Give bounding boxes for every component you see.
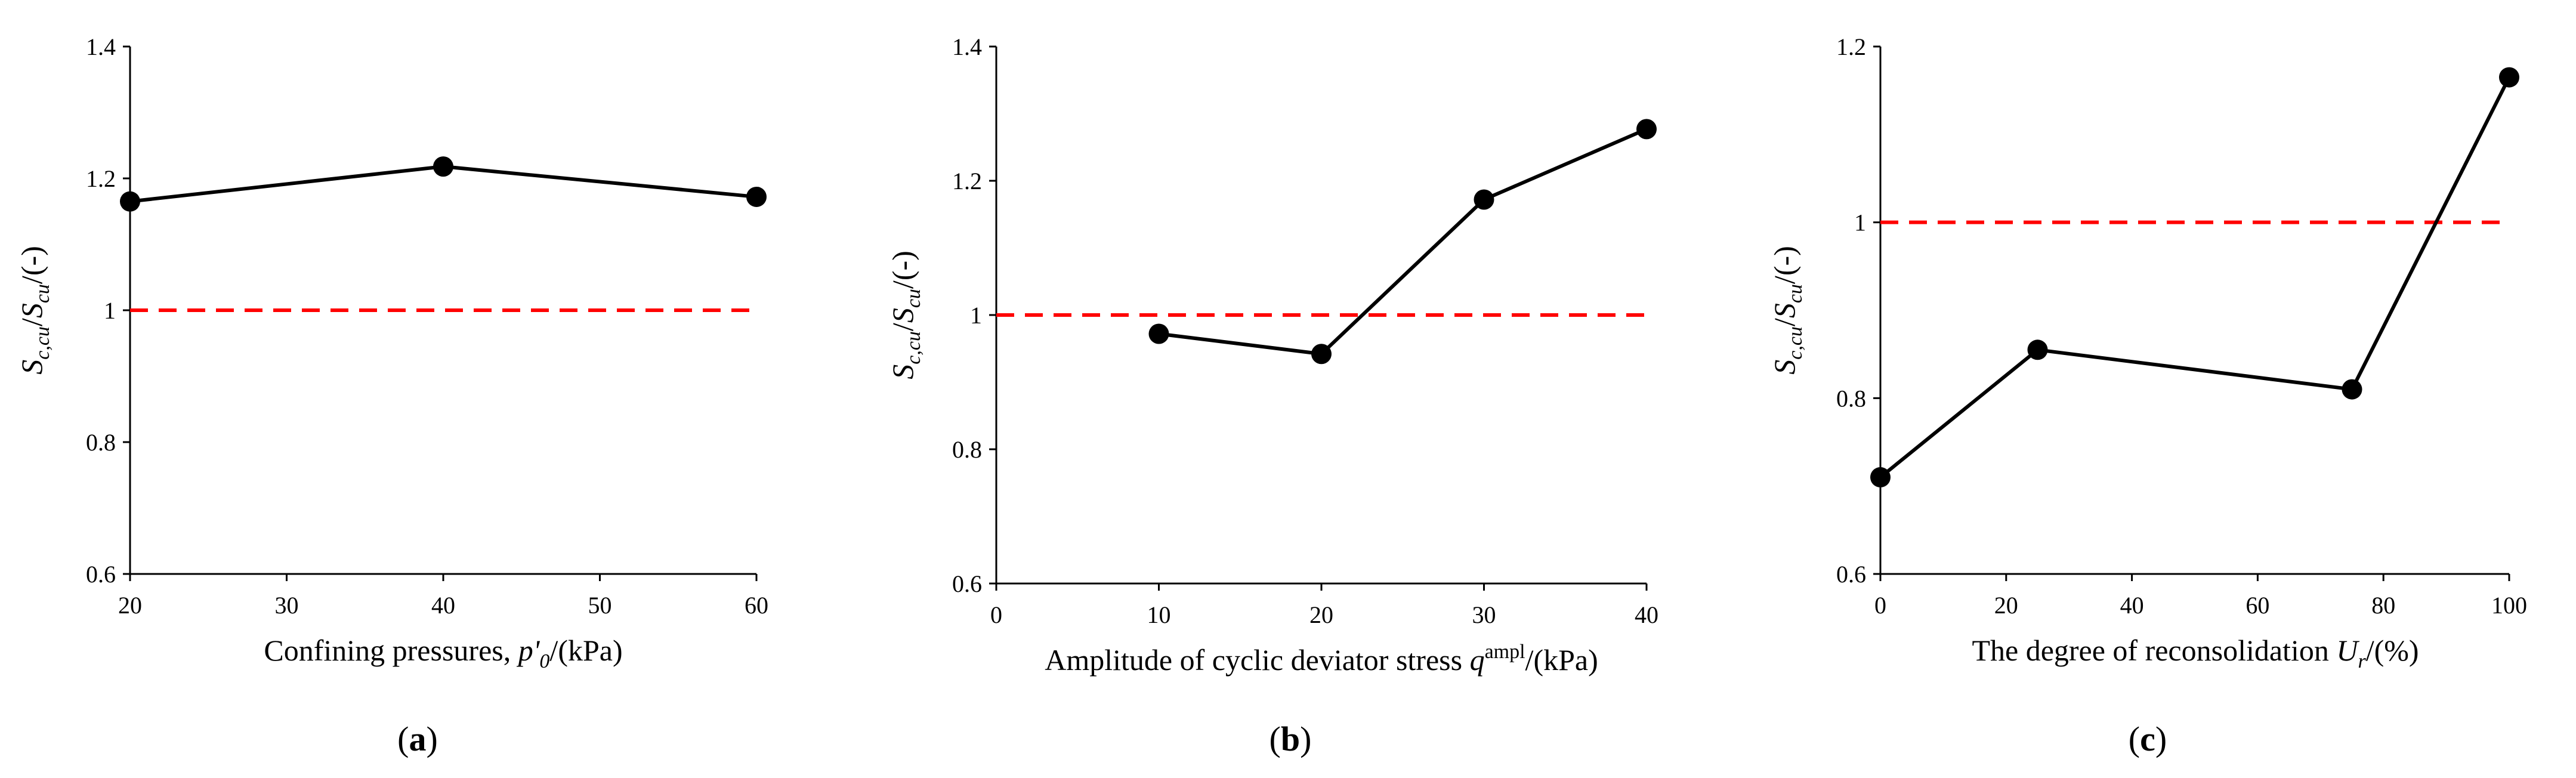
y-tick-label: 0.8	[952, 436, 982, 463]
y-tick-label: 0.6	[1836, 561, 1866, 588]
x-tick-label: 20	[1309, 601, 1333, 628]
y-tick-label: 1	[104, 297, 116, 324]
x-tick-label: 30	[275, 592, 299, 619]
x-tick-label: 50	[588, 592, 612, 619]
y-tick-label: 1.2	[1836, 33, 1866, 60]
panel-caption: (b)	[1270, 720, 1312, 758]
data-point	[1870, 467, 1891, 487]
y-tick-label: 1.4	[952, 33, 982, 60]
chart-panel-b: 0.6 0.8 1 1.2 1.4 0 10 20 30 40 Amplitude of cycli…	[886, 33, 1658, 758]
x-tick-label: 20	[1994, 592, 2018, 619]
y-tick-label: 1.2	[952, 168, 982, 194]
x-tick-label: 10	[1147, 601, 1171, 628]
y-axis-label: Sc,cu/Scu/(-)	[15, 246, 54, 375]
chart-panel-a: 0.6 0.8 1 1.2 1.4 20 30 40 50 60 Confining pressur…	[15, 33, 768, 758]
x-tick-label: 30	[1472, 601, 1496, 628]
chart-panel-c: 0.6 0.8 1 1.2 0 20 40 60 80 100 The degree of reco…	[1768, 33, 2527, 758]
x-tick-label: 40	[431, 592, 455, 619]
x-tick-label: 60	[745, 592, 768, 619]
x-tick-label: 40	[2120, 592, 2144, 619]
data-point	[433, 156, 453, 177]
y-tick-label: 0.8	[1836, 385, 1866, 412]
data-point	[2342, 379, 2362, 400]
y-tick-label: 0.6	[86, 561, 116, 588]
y-tick-label: 1	[970, 302, 982, 329]
x-tick-label: 0	[990, 601, 1002, 628]
y-axis-label: Sc,cu/Scu/(-)	[886, 251, 925, 379]
y-tick-label: 1.2	[86, 165, 116, 192]
data-point	[1636, 119, 1657, 140]
data-point	[746, 186, 767, 207]
panel-caption: (a)	[397, 720, 438, 758]
x-tick-label: 100	[2491, 592, 2527, 619]
y-tick-label: 0.8	[86, 429, 116, 456]
x-tick-label: 80	[2371, 592, 2395, 619]
y-axis-label: Sc,cu/Scu/(-)	[1768, 246, 1806, 375]
y-tick-label: 1.4	[86, 33, 116, 60]
data-point	[2027, 339, 2048, 360]
x-tick-label: 40	[1635, 601, 1658, 628]
data-point	[2499, 67, 2519, 88]
y-tick-label: 0.6	[952, 570, 982, 597]
panel-caption: (c)	[2129, 720, 2167, 758]
x-tick-label: 20	[118, 592, 142, 619]
data-point	[120, 191, 140, 212]
data-point	[1474, 189, 1494, 210]
y-tick-label: 1	[1854, 209, 1866, 236]
series-line	[1159, 127, 1648, 356]
x-axis-label: Confining pressures, p'0/(kPa)	[264, 634, 622, 672]
x-axis-label: Amplitude of cyclic deviator stress qamp…	[1045, 641, 1598, 677]
series-line	[1879, 76, 2511, 479]
x-tick-label: 60	[2245, 592, 2269, 619]
data-point	[1311, 344, 1332, 365]
data-point	[1148, 323, 1169, 344]
x-tick-label: 0	[1874, 592, 1886, 619]
x-axis-label: The degree of reconsolidation Ur/(%)	[1972, 634, 2419, 672]
